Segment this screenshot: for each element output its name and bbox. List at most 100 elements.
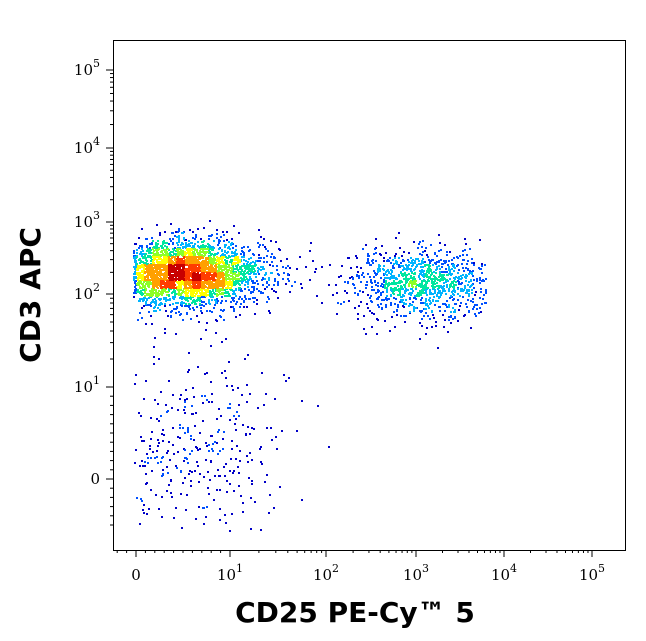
event-dot bbox=[366, 303, 368, 305]
event-dot bbox=[386, 287, 388, 289]
event-dot bbox=[163, 434, 165, 436]
event-dot bbox=[371, 301, 373, 303]
event-dot bbox=[188, 306, 190, 308]
event-dot bbox=[348, 300, 350, 302]
event-dot bbox=[248, 268, 250, 270]
event-dot bbox=[244, 273, 246, 275]
event-dot bbox=[186, 494, 188, 496]
event-dot bbox=[188, 253, 190, 255]
event-dot bbox=[197, 295, 199, 297]
event-dot bbox=[244, 358, 246, 360]
event-dot bbox=[418, 263, 420, 265]
event-dot bbox=[283, 272, 285, 274]
event-dot bbox=[252, 261, 254, 263]
event-dot bbox=[419, 241, 421, 243]
event-dot bbox=[167, 299, 169, 301]
event-dot bbox=[257, 270, 259, 272]
event-dot bbox=[216, 298, 218, 300]
event-dot bbox=[175, 302, 177, 304]
event-dot bbox=[381, 299, 383, 301]
event-dot bbox=[190, 249, 192, 251]
event-dot bbox=[185, 242, 187, 244]
event-dot bbox=[229, 267, 231, 269]
event-dot bbox=[204, 254, 206, 256]
event-dot bbox=[420, 294, 422, 296]
event-dot bbox=[172, 296, 174, 298]
event-dot bbox=[184, 292, 186, 294]
event-dot bbox=[223, 256, 225, 258]
event-dot bbox=[166, 266, 168, 268]
y-tick-label: 101 bbox=[74, 374, 100, 396]
event-dot bbox=[253, 301, 255, 303]
event-dot bbox=[426, 274, 428, 276]
event-dot bbox=[213, 240, 215, 242]
event-dot bbox=[457, 277, 459, 279]
event-dot bbox=[154, 337, 156, 339]
event-dot bbox=[191, 271, 193, 273]
event-dot bbox=[390, 289, 392, 291]
event-dot bbox=[190, 298, 192, 300]
event-dot bbox=[208, 275, 210, 277]
event-dot bbox=[136, 273, 138, 275]
event-dot bbox=[143, 398, 145, 400]
event-dot bbox=[182, 319, 184, 321]
event-dot bbox=[211, 299, 213, 301]
event-dot bbox=[454, 291, 456, 293]
event-dot bbox=[188, 256, 190, 258]
event-dot bbox=[149, 445, 151, 447]
event-dot bbox=[415, 283, 417, 285]
event-dot bbox=[433, 317, 435, 319]
event-dot bbox=[393, 290, 395, 292]
event-dot bbox=[369, 297, 371, 299]
event-dot bbox=[450, 295, 452, 297]
event-dot bbox=[205, 251, 207, 253]
event-dot bbox=[212, 274, 214, 276]
event-dot bbox=[133, 252, 135, 254]
event-dot bbox=[377, 271, 379, 273]
event-dot bbox=[216, 233, 218, 235]
event-dot bbox=[457, 320, 459, 322]
event-dot bbox=[378, 306, 380, 308]
event-dot bbox=[480, 288, 482, 290]
event-dot bbox=[463, 270, 465, 272]
event-dot bbox=[138, 412, 140, 414]
event-dot bbox=[411, 285, 413, 287]
event-dot bbox=[136, 263, 138, 265]
event-dot bbox=[136, 291, 138, 293]
event-dot bbox=[203, 276, 205, 278]
event-dot bbox=[367, 294, 369, 296]
event-dot bbox=[468, 295, 470, 297]
event-dot bbox=[201, 281, 203, 283]
event-dot bbox=[428, 264, 430, 266]
event-dot bbox=[379, 253, 381, 255]
event-dot bbox=[133, 276, 135, 278]
event-dot bbox=[227, 407, 229, 409]
event-dot bbox=[174, 296, 176, 298]
event-dot bbox=[204, 373, 206, 375]
event-dot bbox=[437, 347, 439, 349]
event-dot bbox=[179, 424, 181, 426]
event-dot bbox=[170, 267, 172, 269]
event-dot bbox=[207, 243, 209, 245]
event-dot bbox=[432, 264, 434, 266]
event-dot bbox=[424, 284, 426, 286]
event-dot bbox=[139, 312, 141, 314]
event-dot bbox=[269, 312, 271, 314]
event-dot bbox=[201, 312, 203, 314]
event-dot bbox=[457, 257, 459, 259]
event-dot bbox=[153, 262, 155, 264]
event-dot bbox=[405, 264, 407, 266]
event-dot bbox=[439, 268, 441, 270]
event-dot bbox=[215, 274, 217, 276]
event-dot bbox=[232, 389, 234, 391]
event-dot bbox=[177, 302, 179, 304]
event-dot bbox=[453, 311, 455, 313]
event-dot bbox=[143, 440, 145, 442]
event-dot bbox=[179, 259, 181, 261]
event-dot bbox=[216, 489, 218, 491]
event-dot bbox=[446, 279, 448, 281]
event-dot bbox=[266, 282, 268, 284]
event-dot bbox=[154, 285, 156, 287]
event-dot bbox=[182, 427, 184, 429]
